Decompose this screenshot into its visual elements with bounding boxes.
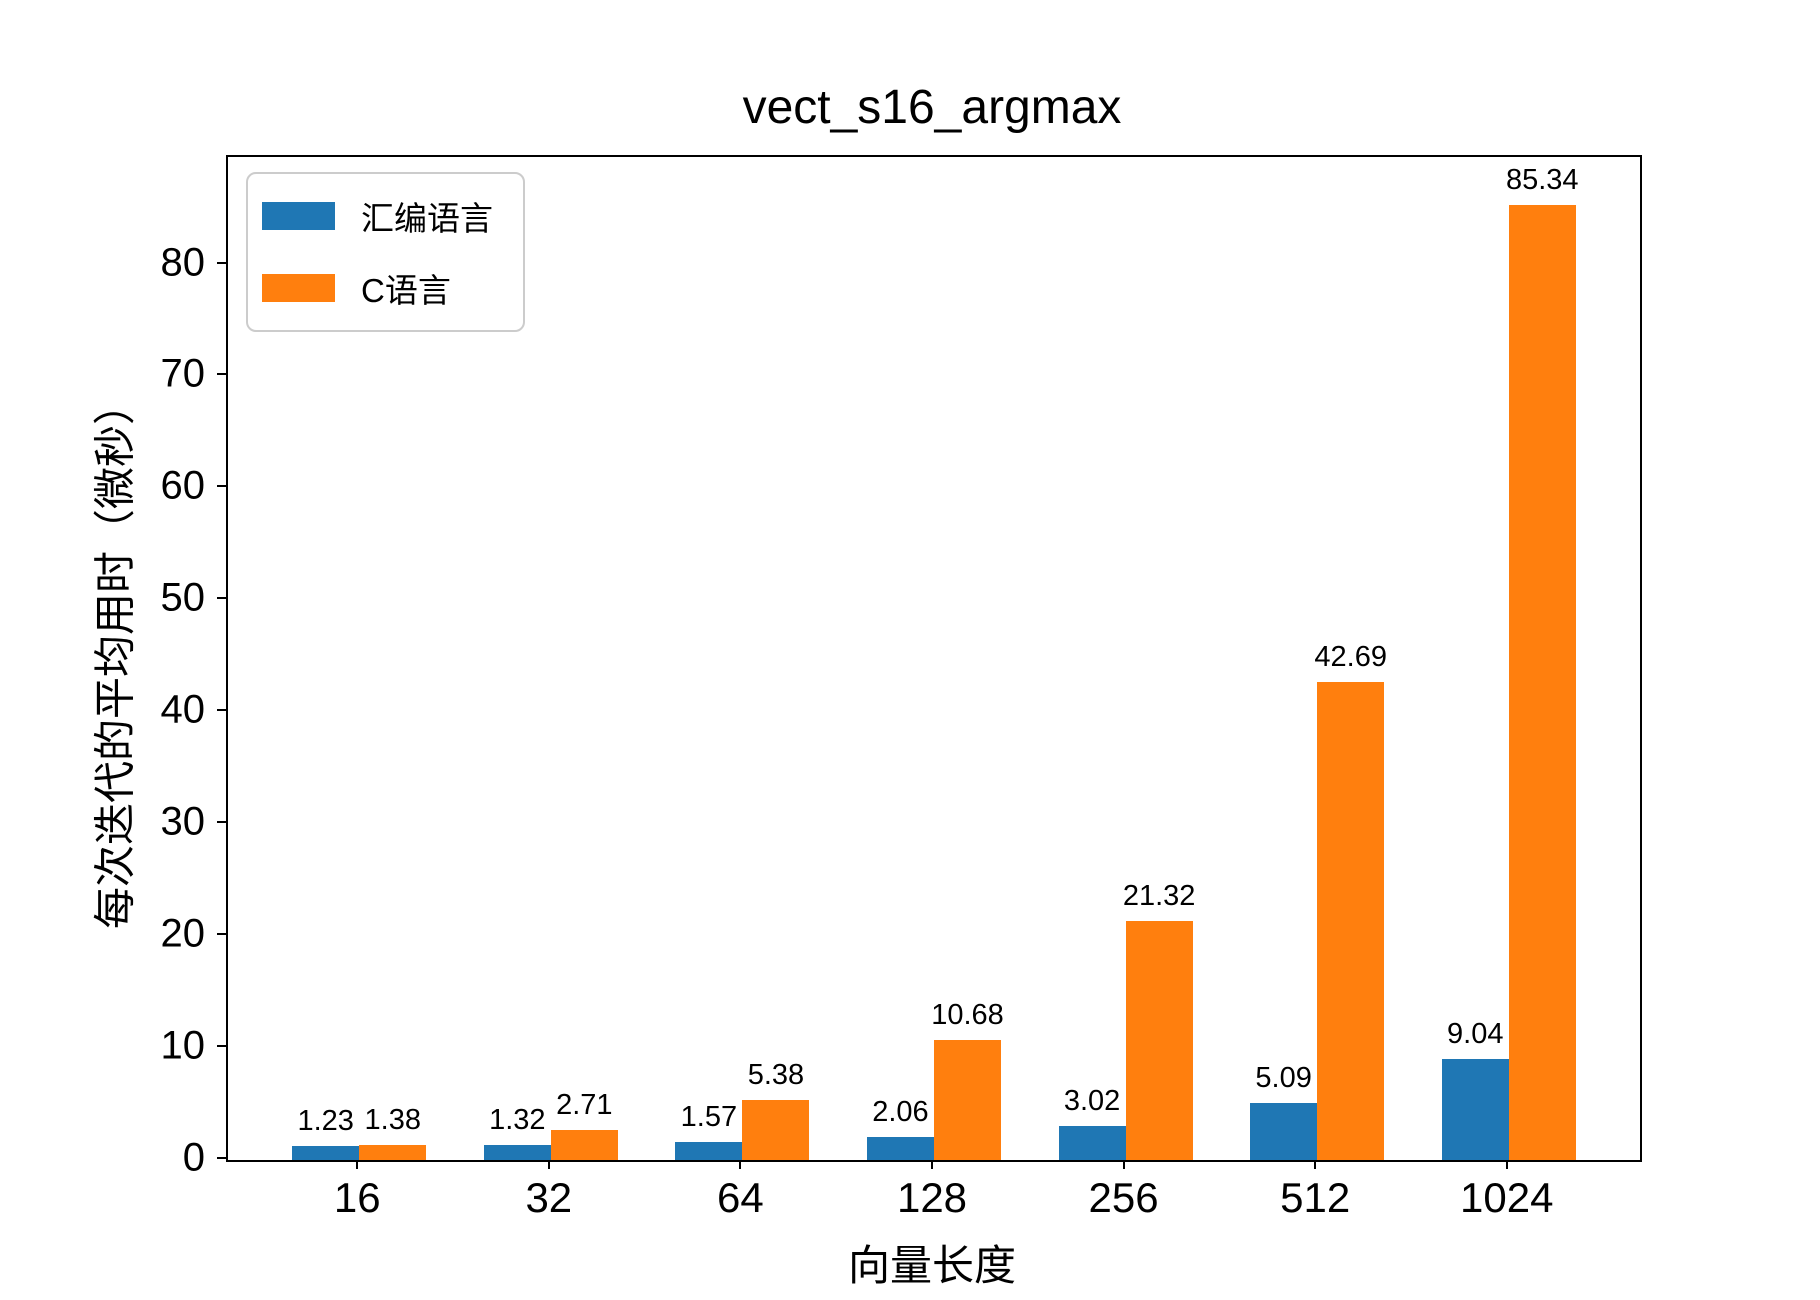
- x-tick-mark: [356, 1160, 359, 1169]
- y-tick-label: 60: [160, 463, 206, 508]
- bar-value-label: 1.23: [297, 1105, 354, 1138]
- y-tick-label: 50: [160, 575, 206, 620]
- bar-c: [742, 1099, 810, 1160]
- y-tick-label: 80: [160, 240, 206, 285]
- x-tick-label: 64: [717, 1174, 764, 1221]
- bar-c: [1125, 921, 1193, 1160]
- bar-value-label: 21.32: [1122, 880, 1196, 913]
- bar-value-label: 85.34: [1505, 163, 1579, 196]
- y-tick-mark: [217, 485, 226, 488]
- y-tick-mark: [217, 933, 226, 936]
- bar-value-label: 1.57: [680, 1101, 738, 1134]
- bar-assembly: [1250, 1103, 1318, 1160]
- bar-assembly: [1058, 1126, 1126, 1160]
- y-axis-label: 每次迭代的平均用时（微秒）: [91, 382, 139, 930]
- y-tick-mark: [217, 597, 226, 600]
- bar-c: [359, 1144, 427, 1160]
- bar-assembly: [866, 1136, 934, 1160]
- x-tick-mark: [1505, 1160, 1508, 1169]
- y-tick-label: 40: [160, 687, 206, 732]
- y-tick-label: 20: [160, 911, 206, 956]
- bar-value-label: 42.69: [1314, 641, 1387, 674]
- bar-c: [1508, 204, 1576, 1160]
- x-axis-label: 向量长度: [847, 1242, 1016, 1289]
- x-tick-label: 32: [525, 1174, 573, 1221]
- bar-value-label: 5.09: [1255, 1062, 1312, 1095]
- legend-swatch-c-icon: [262, 274, 335, 302]
- x-tick-mark: [931, 1160, 933, 1169]
- y-tick-mark: [217, 373, 226, 376]
- legend-entry-assembly: 汇编语言: [262, 192, 493, 240]
- bar-c: [934, 1040, 1002, 1160]
- chart-title: vect_s16_argmax: [742, 81, 1122, 134]
- y-tick-mark: [217, 1045, 226, 1048]
- bar-c: [1317, 682, 1385, 1160]
- y-tick-mark: [217, 709, 226, 712]
- bar-value-label: 3.02: [1063, 1085, 1121, 1118]
- bar-value-label: 5.38: [747, 1058, 805, 1091]
- bar-value-label: 2.06: [872, 1095, 929, 1128]
- x-tick-label: 1024: [1460, 1174, 1554, 1221]
- y-tick-mark: [217, 261, 226, 264]
- y-tick-mark: [217, 821, 226, 824]
- x-tick-mark: [1122, 1160, 1125, 1169]
- bar-value-label: 1.32: [489, 1104, 546, 1137]
- y-tick-label: 10: [160, 1023, 206, 1068]
- x-tick-mark: [1314, 1160, 1317, 1169]
- legend-swatch-assembly-icon: [262, 202, 335, 230]
- bar-value-label: 2.71: [556, 1088, 613, 1121]
- bar-assembly: [483, 1145, 551, 1160]
- legend-entry-c: C语言: [262, 264, 493, 312]
- bar-value-label: 10.68: [931, 999, 1004, 1032]
- x-tick-mark: [547, 1160, 550, 1169]
- x-tick-mark: [739, 1160, 742, 1169]
- bar-value-label: 1.38: [364, 1103, 421, 1136]
- legend-label-c: C语言: [361, 272, 451, 309]
- y-tick-label: 0: [182, 1135, 205, 1180]
- y-tick-mark: [217, 1157, 226, 1159]
- x-tick-label: 16: [333, 1174, 381, 1221]
- bar-assembly: [675, 1142, 743, 1160]
- x-tick-label: 256: [1088, 1174, 1159, 1221]
- bar-c: [550, 1129, 618, 1160]
- y-tick-label: 30: [160, 799, 206, 844]
- legend: 汇编语言 C语言: [246, 172, 525, 332]
- y-tick-label: 70: [160, 351, 206, 396]
- bar-assembly: [292, 1146, 360, 1160]
- legend-label-assembly: 汇编语言: [361, 200, 493, 237]
- x-tick-label: 512: [1280, 1174, 1351, 1221]
- bar-assembly: [1441, 1058, 1509, 1160]
- bar-value-label: 9.04: [1447, 1017, 1504, 1050]
- x-tick-label: 128: [896, 1174, 968, 1221]
